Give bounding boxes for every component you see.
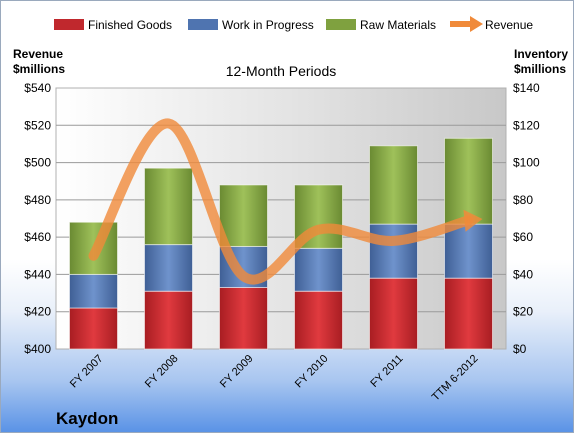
revenue-line [88, 118, 474, 285]
category-label: FY 2009 [218, 353, 256, 391]
revenue-point [93, 255, 95, 257]
legend-label-revenue: Revenue [485, 18, 533, 32]
bar-work-in-progress [144, 244, 193, 292]
legend-swatch-raw-materials [326, 19, 356, 30]
category-label: FY 2010 [293, 353, 331, 391]
right-tick-label: $0 [513, 342, 527, 356]
left-tick-label: $480 [24, 193, 51, 207]
bar-work-in-progress [369, 223, 418, 279]
left-tick-label: $420 [24, 305, 51, 319]
left-tick-label: $440 [24, 267, 51, 281]
bar-finished-goods [144, 290, 193, 350]
chart-title: 12-Month Periods [226, 63, 337, 79]
legend-label-raw-materials: Raw Materials [360, 18, 436, 32]
bar-work-in-progress [69, 273, 118, 309]
plot-area [55, 87, 507, 350]
legend-swatch-work-in-progress [188, 19, 218, 30]
bar-raw-materials [444, 137, 493, 225]
bars [69, 137, 493, 350]
revenue-point [468, 219, 470, 221]
legend-swatch-revenue [450, 16, 483, 32]
right-tick-label: $140 [513, 81, 540, 95]
category-label: FY 2007 [68, 353, 106, 391]
right-axis-title-line2: $millions [514, 62, 566, 76]
left-tick-label: $520 [24, 118, 51, 132]
left-tick-label: $400 [24, 342, 51, 356]
right-tick-label: $100 [513, 156, 540, 170]
left-tick-label: $540 [24, 81, 51, 95]
revenue-point [318, 229, 320, 231]
bar-finished-goods [69, 307, 118, 350]
category-label: TTM 6-2012 [430, 353, 481, 404]
legend-swatch-finished-goods [54, 19, 84, 30]
right-axis-ticks: $0 $20 $40 $60 $80 $100 $120 $140 [513, 81, 540, 356]
right-tick-label: $60 [513, 230, 533, 244]
revenue-arrowhead [463, 209, 483, 232]
revenue-series [88, 118, 483, 285]
right-tick-label: $80 [513, 193, 533, 207]
bar-work-in-progress [294, 247, 343, 292]
company-name: Kaydon [56, 409, 118, 428]
bar-raw-materials [219, 184, 268, 247]
revenue-point [243, 275, 245, 277]
revenue-point [168, 122, 170, 124]
left-axis-ticks: $400 $420 $440 $460 $480 $500 $520 $540 [24, 81, 51, 356]
left-tick-label: $460 [24, 230, 51, 244]
category-labels: FY 2007 FY 2008 FY 2009 FY 2010 FY 2011 TTM 6… [68, 353, 481, 404]
category-label: FY 2011 [368, 353, 405, 390]
right-tick-label: $40 [513, 267, 533, 281]
right-tick-label: $20 [513, 305, 533, 319]
right-tick-label: $120 [513, 118, 540, 132]
bar-raw-materials [144, 167, 193, 246]
bar-finished-goods [219, 286, 268, 350]
category-label: FY 2008 [143, 353, 181, 391]
legend: Finished Goods Work in Progress Raw Mate… [54, 16, 533, 32]
bar-raw-materials [369, 145, 418, 225]
legend-label-work-in-progress: Work in Progress [222, 18, 314, 32]
bar-finished-goods [369, 277, 418, 350]
bar-finished-goods [294, 290, 343, 350]
left-axis-title-line2: $millions [13, 62, 65, 76]
right-axis-title-line1: Inventory [514, 47, 568, 61]
legend-label-finished-goods: Finished Goods [88, 18, 172, 32]
revenue-point [393, 240, 395, 242]
bar-work-in-progress [444, 223, 493, 279]
left-axis-title-line1: Revenue [13, 47, 63, 61]
bar-finished-goods [444, 277, 493, 350]
left-tick-label: $500 [24, 156, 51, 170]
